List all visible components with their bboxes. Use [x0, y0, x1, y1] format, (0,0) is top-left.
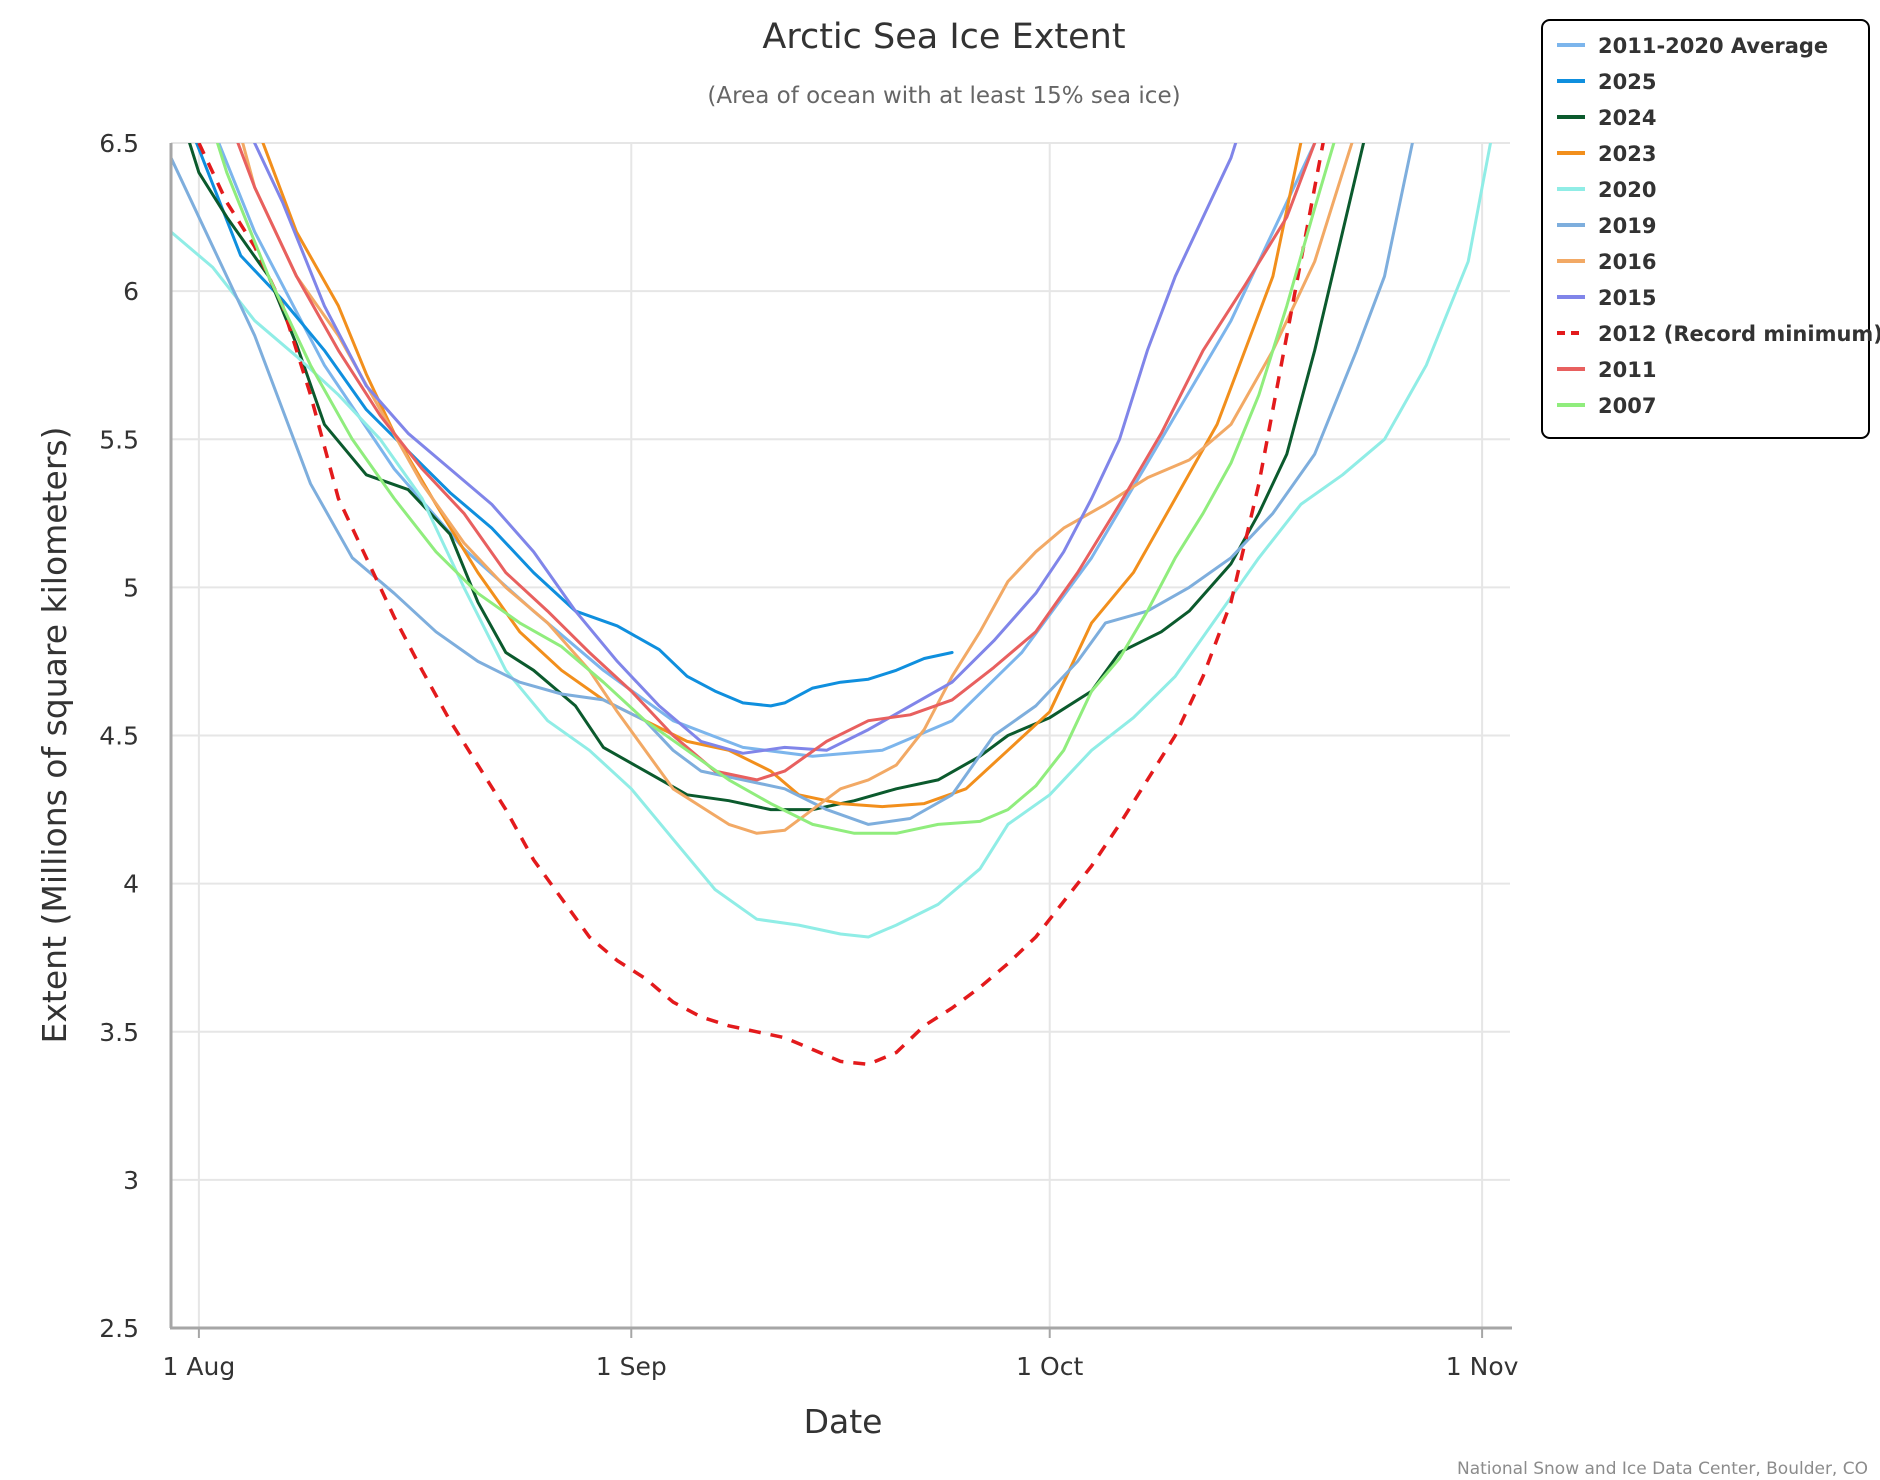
series-line-2011: [236, 143, 1317, 782]
legend-label: 2023: [1598, 142, 1656, 166]
legend-item[interactable]: 2025: [1557, 70, 1656, 94]
legend-label: 2019: [1598, 214, 1656, 238]
y-tick-label: 3: [123, 1166, 139, 1195]
y-axis-ticks: 2.5 3 3.5 4 4.5 5 5.5 6 6.5: [99, 129, 139, 1343]
series-line-2015: [252, 143, 1238, 755]
y-tick-label: 5.5: [99, 425, 139, 454]
legend-label: 2015: [1598, 286, 1656, 310]
legend-label: 2007: [1598, 394, 1656, 418]
x-tick-label: 1 Nov: [1446, 1352, 1519, 1381]
legend-item[interactable]: 2016: [1557, 250, 1656, 274]
chart-title: Arctic Sea Ice Extent: [762, 17, 1125, 57]
series-line-2024: [188, 143, 1366, 812]
legend-label: 2012 (Record minimum): [1598, 322, 1880, 346]
x-axis-title: Date: [804, 1402, 883, 1441]
y-tick-label: 2.5: [99, 1314, 139, 1343]
series-line-2016: [241, 143, 1354, 835]
legend-item[interactable]: 2015: [1557, 286, 1656, 310]
legend-item[interactable]: 2023: [1557, 142, 1656, 166]
x-axis-ticks: 1 Aug 1 Sep 1 Oct 1 Nov: [163, 1328, 1519, 1381]
x-tick-label: 1 Sep: [596, 1352, 667, 1381]
chart-subtitle: (Area of ocean with at least 15% sea ice…: [707, 83, 1180, 109]
series-line-2011-2020: [217, 143, 1317, 758]
grid-lines: [171, 142, 1510, 1329]
y-tick-label: 6.5: [99, 129, 139, 158]
legend-label: 2025: [1598, 70, 1656, 94]
series-line-2007: [215, 143, 1336, 835]
x-tick-label: 1 Oct: [1016, 1352, 1083, 1381]
legend-item[interactable]: 2011-2020 Average: [1557, 34, 1828, 58]
legend: 2011-2020 Average 2025 2024 2023 2020 2019 201…: [1541, 19, 1880, 439]
legend-item[interactable]: 2024: [1557, 106, 1656, 130]
legend-item[interactable]: 2011: [1557, 358, 1656, 382]
legend-label: 2016: [1598, 250, 1656, 274]
legend-label: 2020: [1598, 178, 1656, 202]
series-lines: [170, 143, 1493, 1067]
series-line-2012: [197, 143, 1325, 1067]
legend-box: [1541, 19, 1870, 439]
y-tick-label: 4.5: [99, 722, 139, 751]
legend-item[interactable]: 2019: [1557, 214, 1656, 238]
credit-text: National Snow and Ice Data Center, Bould…: [1457, 1459, 1868, 1479]
y-tick-label: 4: [123, 870, 139, 899]
legend-label: 2024: [1598, 106, 1656, 130]
legend-item[interactable]: 2007: [1557, 394, 1656, 418]
legend-label: 2011-2020 Average: [1598, 34, 1828, 58]
x-tick-label: 1 Aug: [163, 1352, 236, 1381]
y-tick-label: 5: [123, 573, 139, 602]
series-line-2025: [194, 143, 954, 708]
series-line-2020: [170, 143, 1493, 939]
y-tick-label: 6: [123, 277, 139, 306]
y-tick-label: 3.5: [99, 1018, 139, 1047]
legend-item[interactable]: 2012 (Record minimum): [1557, 322, 1880, 346]
y-axis-title: Extent (Millions of square kilometers): [35, 427, 74, 1044]
legend-item[interactable]: 2020: [1557, 178, 1656, 202]
legend-label: 2011: [1598, 358, 1656, 382]
